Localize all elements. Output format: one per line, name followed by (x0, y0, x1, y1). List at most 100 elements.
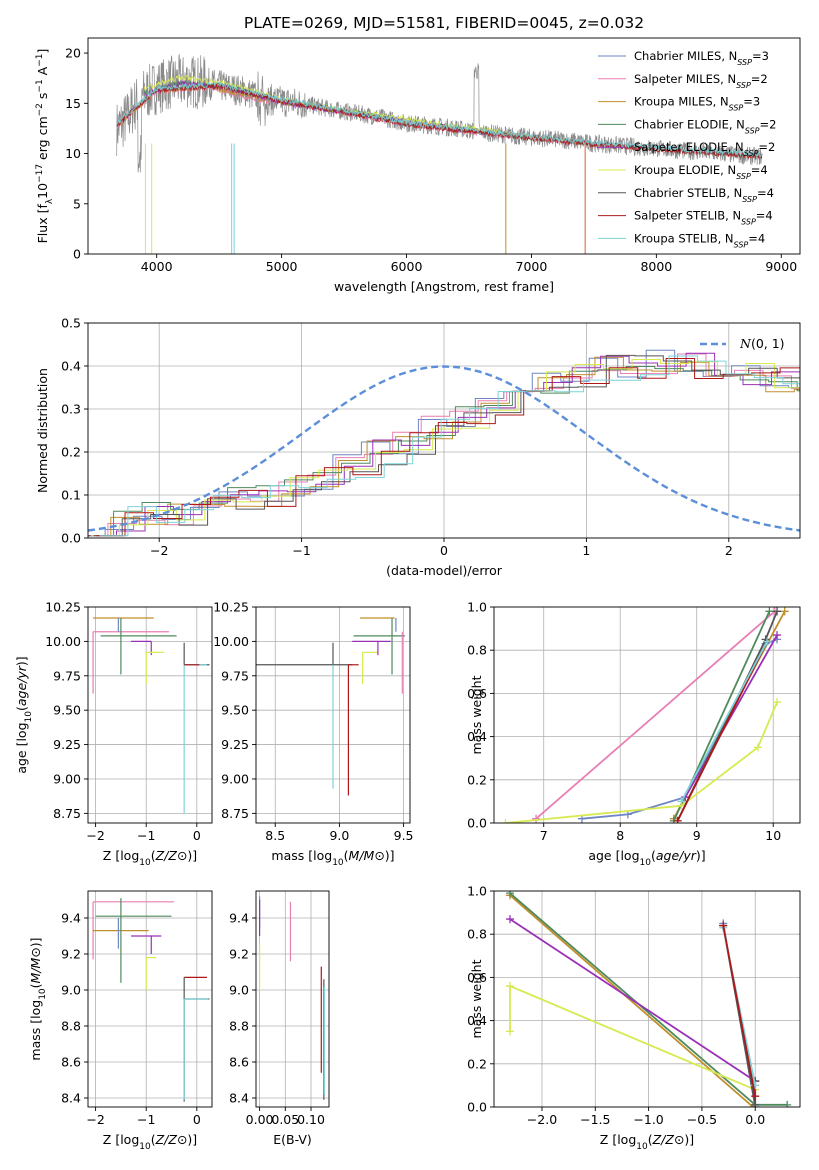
histogram-kroupa-stelib (99, 355, 800, 537)
mass-weight-marker-salpeter-stelib (719, 921, 728, 930)
y-axis-label: age [log10(age/yr)] (14, 656, 34, 773)
x-tick-label: 5000 (266, 259, 298, 274)
mass-weight-marker-chabrier-elodie (783, 1100, 792, 1107)
mass-weight-marker-kroupa-elodie (505, 1027, 514, 1036)
plot-area (92, 617, 210, 814)
y-tick-label: 0.0 (467, 816, 487, 831)
y-tick-label: 9.00 (53, 771, 81, 786)
axes-frame (87, 606, 213, 824)
x-tick-label: 9 (693, 828, 701, 843)
y-tick-label: 9.4 (229, 911, 249, 926)
mass-weight-line-salpeter-elodie (509, 918, 756, 1082)
residuals-panel: −2 −1 0 1 2 0.0 0.1 0.2 0.3 0.4 0.5 (data-model)/er… (35, 316, 801, 578)
x-tick-label: −1.5 (580, 1112, 610, 1127)
mass-weight-marker-chabrier-stelib (751, 1100, 760, 1107)
y-tick-label: 8.75 (221, 806, 249, 821)
x-tick-label: −1 (292, 543, 310, 558)
spectrum-panel: 4000 5000 6000 7000 8000 9000 0 5 10 15 20 waveleng… (35, 37, 801, 294)
histogram-chabrier-stelib (93, 354, 800, 537)
x-axis-label: Z [log10(Z/Z⊙)] (600, 1132, 694, 1152)
y-tick-label: 9.00 (221, 771, 249, 786)
y-tick-label: 0.4 (61, 359, 81, 374)
age-vs-mass-panel: 8.5 9.0 9.5 8.75 9.00 9.25 9.50 9.75 10.00 10.25 m… (213, 600, 413, 869)
y-tick-label: 9.4 (61, 911, 81, 926)
y-tick-label: 0.3 (61, 402, 81, 417)
y-tick-label: 8.8 (229, 1019, 249, 1034)
x-tick-label: −2 (150, 543, 168, 558)
x-axis-label: wavelength [Angstrom, rest frame] (334, 279, 554, 294)
x-tick-label: 7 (540, 828, 548, 843)
x-tick-label: −2 (86, 1112, 104, 1127)
y-tick-label: 9.25 (221, 737, 249, 752)
mass-weight-marker-chabrier-elodie (505, 891, 514, 898)
x-tick-label: 8.5 (265, 828, 285, 843)
y-tick-label: 0.4 (467, 1013, 487, 1028)
massweight-vs-age-panel: 7 8 9 10 0.0 0.2 0.4 0.6 0.8 1.0 age [log10(age/yr… (467, 600, 801, 868)
y-tick-label: 9.50 (53, 703, 81, 718)
mass-weight-marker-chabrier-stelib (773, 607, 782, 616)
observed-spectrum-line (116, 53, 763, 173)
y-tick-label: 1.0 (467, 600, 487, 615)
mass-vs-Z-panel: −2 −1 0 8.4 8.6 8.8 9.0 9.2 9.4 Z [log10(Z/Z⊙)] ma… (28, 890, 213, 1152)
mass-weight-line-salpeter-elodie (684, 634, 778, 798)
y-tick-label: 0.0 (61, 531, 81, 546)
mass-weight-marker-kroupa-miles (780, 607, 789, 616)
y-tick-label: 8.4 (229, 1091, 249, 1106)
y-tick-label: 10.25 (213, 600, 249, 615)
legend-label: Kroupa ELODIE, NSSP=4 (634, 163, 768, 181)
plot-area (92, 898, 210, 1102)
mass-weight-line-kroupa-stelib (680, 641, 768, 802)
histogram-kroupa-elodie (90, 359, 800, 537)
mass-weight-marker-salpeter-elodie (773, 631, 782, 640)
spectrum-legend: Chabrier MILES, NSSP=3 Salpeter MILES, NS… (598, 49, 776, 249)
legend-label: Chabrier ELODIE, NSSP=2 (634, 117, 776, 135)
y-tick-label: 9.0 (61, 983, 81, 998)
y-tick-label: 9.2 (229, 947, 249, 962)
y-tick-label: 9.75 (53, 668, 81, 683)
y-axis-label: Flux [fλ10−17 erg cm−2 s−1 A−1] (35, 49, 55, 244)
mass-weight-marker-chabrier-elodie (765, 607, 774, 616)
plot-area (256, 617, 405, 796)
mass-weight-marker-kroupa-stelib (677, 797, 686, 806)
massweight-vs-Z-panel: −2.0 −1.5 −1.0 −0.5 0.0 0.0 0.2 0.4 0.6 0.8 1.0 Z [… (467, 884, 801, 1152)
mass-weight-marker-salpeter-miles (532, 814, 541, 823)
mass-weight-marker-kroupa-stelib (763, 637, 772, 646)
axes-frame (255, 606, 411, 824)
histogram-salpeter-elodie (88, 352, 800, 537)
mass-weight-marker-salpeter-stelib (673, 816, 682, 823)
y-tick-label: 9.75 (221, 668, 249, 683)
plot-area (501, 607, 789, 823)
y-tick-label: 1.0 (467, 884, 487, 899)
histogram-salpeter-stelib (96, 358, 800, 537)
y-tick-label: 0.8 (467, 643, 487, 658)
y-tick-label: 9.50 (221, 703, 249, 718)
x-tick-label: 0 (193, 828, 201, 843)
x-axis-label: Z [log10(Z/Z⊙)] (103, 848, 197, 868)
mass-weight-line-kroupa-elodie (505, 701, 778, 823)
x-tick-label: −0.5 (687, 1112, 717, 1127)
x-tick-label: 8000 (640, 259, 672, 274)
y-tick-label: 0.6 (467, 970, 487, 985)
y-axis-label: mass [log10(M/M⊙)] (28, 937, 48, 1060)
y-tick-label: 0.6 (467, 686, 487, 701)
x-axis-label: Z [log10(Z/Z⊙)] (103, 1132, 197, 1152)
y-axis-label: mass weight (469, 675, 484, 754)
x-tick-label: −1 (137, 1112, 155, 1127)
y-tick-label: 10.25 (45, 600, 81, 615)
y-tick-label: 8.4 (61, 1091, 81, 1106)
mass-weight-line-chabrier-miles (581, 638, 778, 820)
x-axis-label: (data-model)/error (386, 563, 503, 578)
y-tick-label: 8.6 (61, 1055, 81, 1070)
axes-frame (493, 890, 801, 1108)
plot-area (116, 53, 763, 254)
x-tick-label: 0 (440, 543, 448, 558)
histogram-chabrier-elodie (88, 366, 800, 537)
x-tick-label: 9000 (765, 259, 797, 274)
x-tick-label: −1.0 (633, 1112, 663, 1127)
y-tick-label: 8.75 (53, 806, 81, 821)
mass-weight-line-salpeter-stelib (722, 925, 757, 1097)
age-vs-Z-panel: −2 −1 0 8.75 9.00 9.25 9.50 9.75 10.00 10.25 Z [lo… (14, 600, 213, 868)
mass-weight-line-salpeter-miles (535, 610, 776, 820)
x-tick-label: 9.5 (394, 828, 414, 843)
x-tick-label: −2 (86, 828, 104, 843)
